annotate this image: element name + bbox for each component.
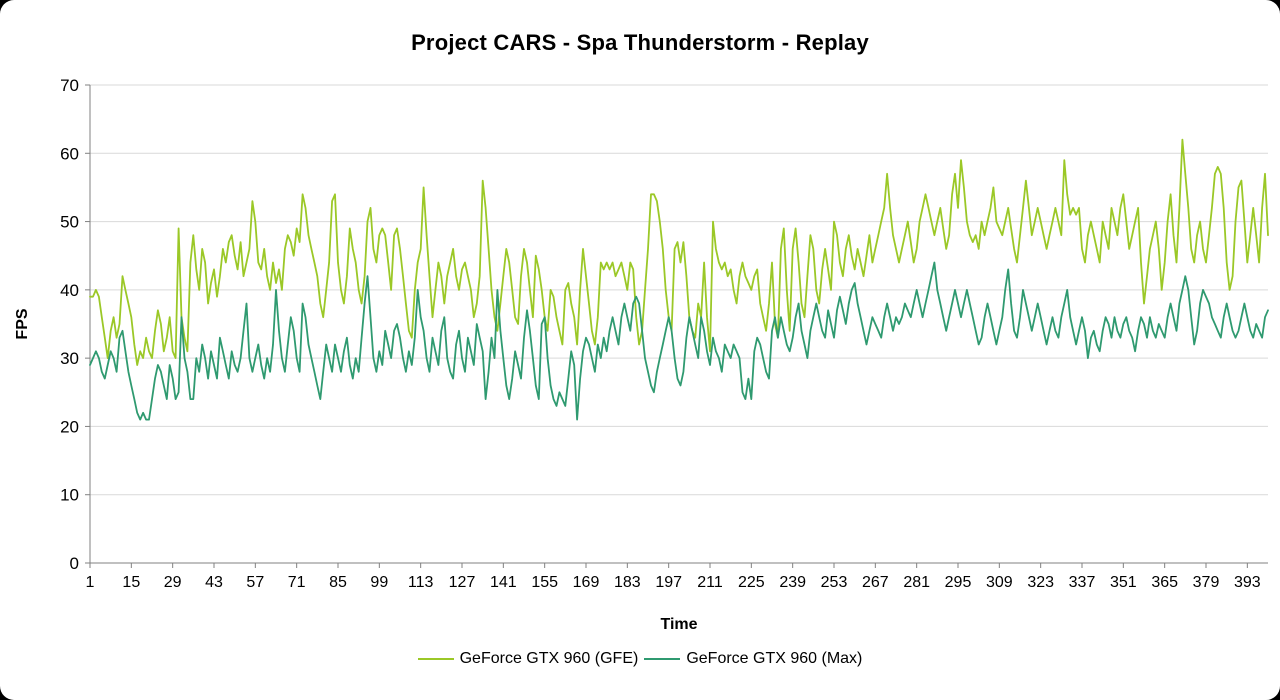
max-line-swatch-icon	[644, 658, 681, 660]
x-tick-label: 15	[122, 574, 140, 591]
x-tick-label: 253	[821, 574, 848, 591]
fps-line-chart: 0 10 20 30 40 50 60 70 1 15 29 43 57 71 85 99 113 127 141 1…	[60, 76, 1269, 591]
x-tick-label: 183	[614, 574, 641, 591]
legend: GeForce GTX 960 (GFE) GeForce GTX 960 (M…	[0, 650, 1280, 668]
x-axis-title: Time	[660, 616, 698, 633]
x-tick-label: 29	[164, 574, 182, 591]
x-tick-label: 155	[531, 574, 558, 591]
y-tick-label: 60	[60, 144, 79, 163]
x-tick-label: 239	[779, 574, 806, 591]
x-tick-label: 1	[86, 574, 95, 591]
x-tick-label: 295	[945, 574, 972, 591]
x-tick-label: 365	[1151, 574, 1178, 591]
legend-item-gfe: GeForce GTX 960 (GFE)	[417, 650, 639, 668]
y-tick-label: 0	[70, 554, 79, 573]
x-tick-label: 57	[246, 574, 264, 591]
y-tick-label: 20	[60, 417, 79, 436]
x-tick-label: 85	[329, 574, 347, 591]
x-tick-label: 197	[655, 574, 682, 591]
y-tick-label: 10	[60, 486, 79, 505]
x-tick-label: 267	[862, 574, 889, 591]
x-tick-label: 127	[449, 574, 476, 591]
chart-title: Project CARS - Spa Thunderstorm - Replay	[411, 30, 869, 55]
x-tick-label: 281	[903, 574, 930, 591]
y-tick-label: 40	[60, 281, 79, 300]
x-tick-label: 379	[1193, 574, 1220, 591]
x-tick-label: 323	[1027, 574, 1054, 591]
legend-item-max: GeForce GTX 960 (Max)	[644, 650, 862, 668]
gfe-line-swatch-icon	[417, 658, 454, 660]
x-tick-label: 309	[986, 574, 1013, 591]
legend-label-max: GeForce GTX 960 (Max)	[686, 650, 863, 667]
y-tick-label: 50	[60, 213, 79, 232]
x-tick-label: 169	[573, 574, 600, 591]
y-tick-label: 30	[60, 349, 79, 368]
x-tick-label: 113	[408, 574, 434, 591]
legend-label-gfe: GeForce GTX 960 (GFE)	[459, 650, 639, 667]
x-tick-label: 351	[1110, 574, 1137, 591]
series-line-0	[89, 138, 1269, 366]
x-tick-label: 43	[205, 574, 223, 591]
x-tick-label: 99	[370, 574, 388, 591]
x-tick-label: 393	[1234, 574, 1261, 591]
x-tick-label: 211	[697, 574, 723, 591]
x-tick-label: 337	[1069, 574, 1096, 591]
x-tick-label: 71	[288, 574, 306, 591]
y-axis-title: FPS	[14, 308, 31, 340]
x-tick-label: 225	[738, 574, 765, 591]
x-tick-label: 141	[490, 574, 517, 591]
y-tick-label: 70	[60, 76, 79, 95]
series-line-1	[89, 261, 1269, 421]
